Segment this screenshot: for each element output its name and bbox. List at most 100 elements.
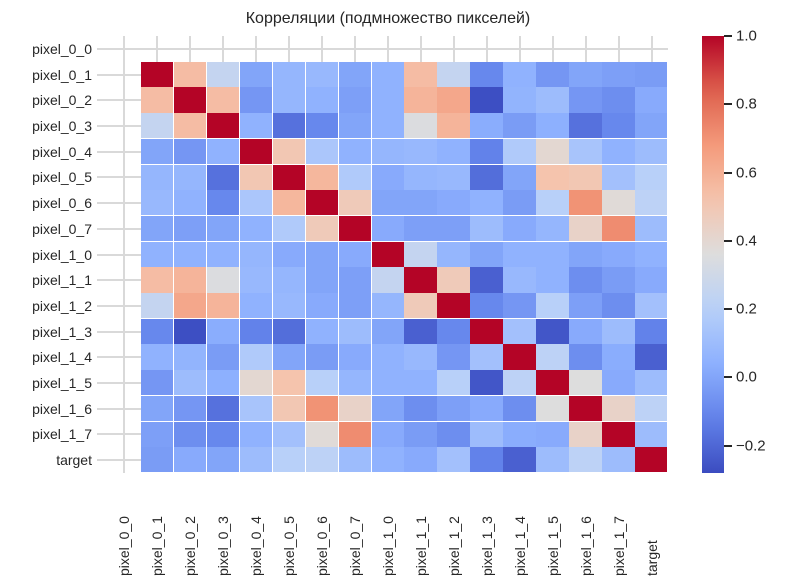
heatmap-cell <box>635 267 669 294</box>
colorbar-tick-mark <box>724 171 732 174</box>
x-tick-label-wrap: pixel_0_2 <box>180 480 200 576</box>
heatmap-cell <box>371 164 405 191</box>
heatmap-cell <box>569 113 603 140</box>
x-tick-label: pixel_1_5 <box>544 516 561 576</box>
heatmap-cell <box>206 395 241 423</box>
colorbar-tick-label: 0.6 <box>736 164 757 182</box>
heatmap-cell <box>173 215 208 243</box>
heatmap-cell <box>569 293 603 320</box>
x-tick-label: pixel_1_0 <box>380 516 396 576</box>
x-tick-label: pixel_1_1 <box>412 516 429 576</box>
y-tick-label: pixel_0_5 <box>32 169 92 186</box>
heatmap-cell <box>536 267 570 294</box>
heatmap-cell <box>272 138 307 166</box>
heatmap-cell <box>272 113 307 140</box>
colorbar-tick-mark <box>724 376 732 379</box>
heatmap-cell <box>635 87 669 114</box>
heatmap-cell <box>602 215 636 243</box>
heatmap-cell <box>470 241 504 268</box>
heatmap-cell <box>140 138 175 166</box>
x-tick-label-wrap: pixel_0_7 <box>345 480 365 576</box>
heatmap-cell <box>305 447 340 474</box>
heatmap-cell <box>239 344 274 371</box>
y-tick-mark <box>97 382 108 385</box>
heatmap-cell <box>503 241 537 268</box>
heatmap-cell <box>602 421 636 448</box>
heatmap-cell <box>338 293 373 320</box>
heatmap-cell <box>371 61 405 88</box>
x-tick-label-wrap: pixel_0_1 <box>147 480 167 576</box>
y-tick-mark <box>97 330 108 333</box>
heatmap-cell <box>338 138 373 166</box>
x-tick-label-wrap: pixel_0_0 <box>114 480 134 576</box>
heatmap-cell <box>371 318 405 345</box>
heatmap-cell <box>569 267 603 294</box>
x-tick-label: pixel_1_6 <box>577 516 594 576</box>
heatmap-cell <box>239 447 274 474</box>
heatmap-cell <box>173 293 208 320</box>
heatmap-cell <box>338 61 373 88</box>
heatmap-cell <box>239 370 274 397</box>
heatmap-cell <box>437 190 471 217</box>
heatmap-cell <box>272 293 307 320</box>
y-tick-mark <box>97 407 108 410</box>
heatmap-cell <box>635 344 669 371</box>
heatmap-cell <box>173 370 208 397</box>
heatmap-cell <box>404 395 438 423</box>
heatmap-cell <box>140 421 175 448</box>
heatmap-cell <box>437 293 471 320</box>
heatmap-cell <box>140 267 175 294</box>
heatmap-cell <box>536 344 570 371</box>
y-tick-mark <box>97 304 108 307</box>
colorbar-tick-mark <box>724 444 732 447</box>
heatmap-cell <box>602 241 636 268</box>
heatmap-cell <box>602 447 636 474</box>
y-tick-label: pixel_1_5 <box>32 375 92 392</box>
heatmap-cell <box>602 138 636 166</box>
x-tick-label: pixel_0_2 <box>182 516 199 576</box>
heatmap-cell <box>404 447 438 474</box>
colorbar-tick-label: 0.0 <box>736 368 757 386</box>
heatmap-cell <box>536 61 570 88</box>
y-tick-label: pixel_1_1 <box>32 272 92 289</box>
heatmap-cell <box>140 447 175 474</box>
heatmap-cell <box>272 421 307 448</box>
heatmap-cell <box>305 395 340 423</box>
heatmap-cell <box>404 87 438 114</box>
heatmap-cell <box>470 87 504 114</box>
heatmap-cell <box>404 241 438 268</box>
heatmap-cell <box>140 87 175 114</box>
heatmap-cell <box>140 344 175 371</box>
heatmap-cell <box>635 113 669 140</box>
y-tick-mark <box>97 279 108 282</box>
heatmap-cell <box>503 421 537 448</box>
heatmap-cell <box>437 421 471 448</box>
heatmap-cell <box>173 421 208 448</box>
heatmap-cell <box>470 164 504 191</box>
heatmap-cell <box>437 318 471 345</box>
heatmap-cell <box>635 421 669 448</box>
heatmap-cell <box>140 190 175 217</box>
x-tick-label-wrap: pixel_1_7 <box>609 480 629 576</box>
heatmap-cell <box>536 318 570 345</box>
y-tick-mark <box>97 124 108 127</box>
y-tick-mark <box>97 227 108 230</box>
heatmap-cell <box>173 138 208 166</box>
heatmap-cell <box>338 241 373 268</box>
colorbar-tick-mark <box>724 103 732 106</box>
heatmap-cell <box>206 113 241 140</box>
x-tick-label-wrap: pixel_1_2 <box>444 480 464 576</box>
heatmap-cell <box>635 61 669 88</box>
x-tick-label: pixel_1_3 <box>478 516 495 576</box>
heatmap-cell <box>272 61 307 88</box>
heatmap-cell <box>470 370 504 397</box>
heatmap-cell <box>305 87 340 114</box>
x-tick-label: pixel_0_4 <box>248 516 265 576</box>
heatmap-cell <box>206 61 241 88</box>
heatmap-cell <box>602 61 636 88</box>
heatmap-cell <box>305 293 340 320</box>
heatmap-cell <box>305 215 340 243</box>
heatmap-cell <box>371 87 405 114</box>
heatmap-cell <box>338 395 373 423</box>
heatmap-cell <box>503 267 537 294</box>
